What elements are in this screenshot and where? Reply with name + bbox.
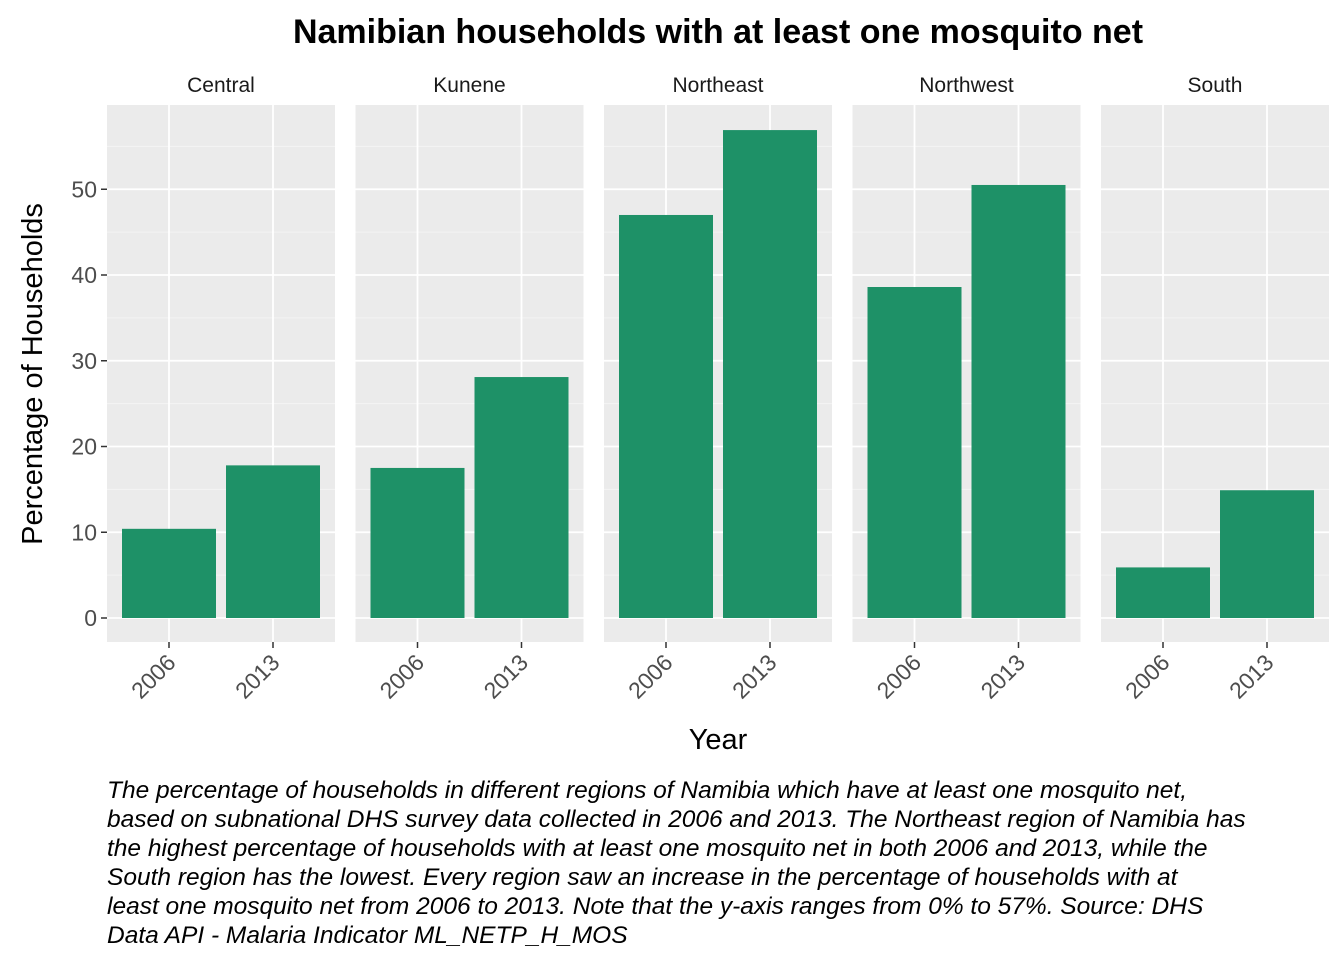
bar-northeast-2013 (723, 130, 817, 618)
bar-kunene-2006 (370, 467, 465, 618)
y-axis: 0 10 20 30 40 50 (71, 176, 107, 631)
facet-strip-label: South (1188, 74, 1243, 97)
y-tick-label: 0 (84, 605, 97, 631)
x-tick-label: 2013 (975, 649, 1030, 704)
chart-title: Namibian households with at least one mo… (293, 13, 1143, 51)
x-tick-label: 2006 (871, 649, 926, 704)
bar-central-2013 (226, 465, 320, 618)
y-axis-label: Percentage of Households (17, 203, 49, 545)
bar-south-2013 (1220, 490, 1314, 618)
facet-panel-northeast: 2006 2013 Northeast (604, 74, 832, 704)
x-tick-label: 2013 (230, 649, 285, 704)
facet-panels: 2006 2013 Central 2006 2013 Kunene 2006 2013 Nor… (107, 74, 1329, 704)
x-tick-label: 2006 (374, 649, 429, 704)
chart-caption: The percentage of households in differen… (107, 777, 1246, 949)
facet-strip-label: Northeast (672, 74, 763, 97)
x-tick-label: 2006 (1120, 649, 1175, 704)
x-tick-label: 2013 (727, 649, 782, 704)
bar-south-2006 (1116, 567, 1210, 618)
facet-panel-south: 2006 2013 South (1101, 74, 1329, 704)
x-tick-label: 2013 (1224, 649, 1279, 704)
y-tick-label: 50 (71, 176, 97, 202)
facet-strip-label: Northwest (919, 74, 1014, 97)
x-tick-label: 2006 (623, 649, 678, 704)
y-tick-label: 20 (71, 434, 97, 460)
y-tick-label: 40 (71, 262, 97, 288)
facet-strip-label: Central (187, 74, 255, 97)
bar-central-2006 (122, 528, 216, 618)
bar-northwest-2006 (867, 287, 962, 618)
y-tick-label: 10 (71, 519, 97, 545)
facet-strip-label: Kunene (433, 74, 505, 97)
faceted-bar-chart: Namibian households with at least one mo… (17, 13, 1329, 756)
bar-kunene-2013 (474, 377, 569, 618)
facet-panel-central: 2006 2013 Central (107, 74, 335, 704)
x-axis-label: Year (689, 724, 748, 756)
bar-northwest-2013 (971, 184, 1066, 618)
y-tick-label: 30 (71, 348, 97, 374)
bar-northeast-2006 (619, 214, 713, 618)
x-tick-label: 2006 (126, 649, 181, 704)
facet-panel-northwest: 2006 2013 Northwest (852, 74, 1081, 704)
x-tick-label: 2013 (478, 649, 533, 704)
facet-panel-kunene: 2006 2013 Kunene (355, 74, 584, 704)
